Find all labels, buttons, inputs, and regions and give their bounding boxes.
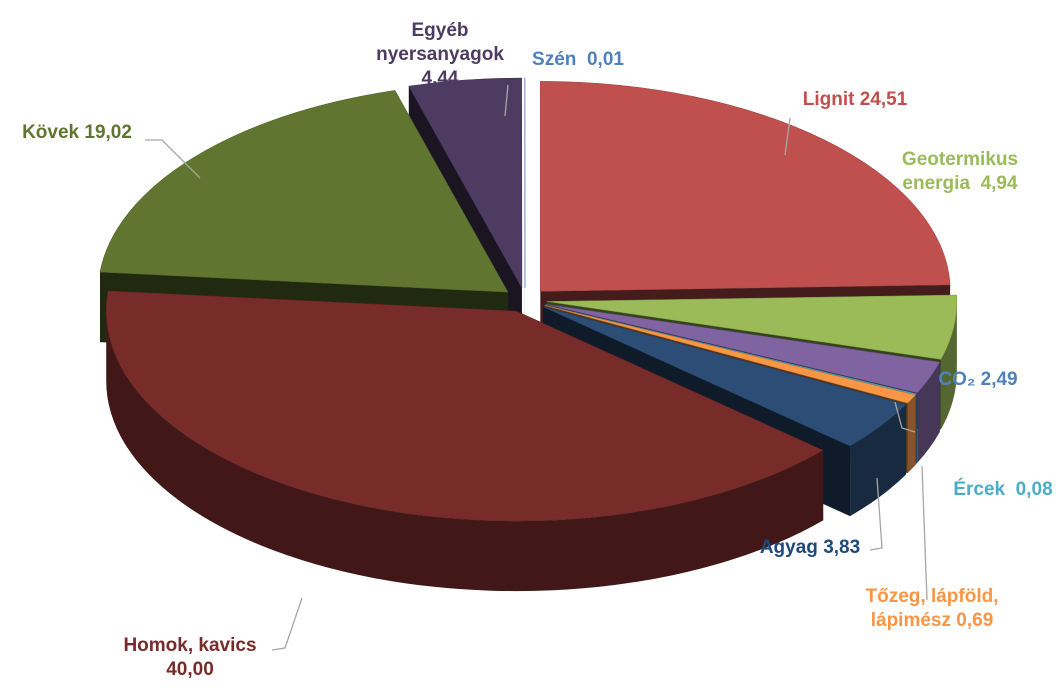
leader-line — [784, 117, 791, 156]
data-label: Kövek 19,02 — [22, 122, 132, 143]
data-label: Ércek 0,08 — [953, 479, 1053, 500]
slice — [545, 303, 941, 394]
slice — [544, 304, 918, 396]
slice — [544, 305, 916, 404]
slice-side — [940, 301, 957, 430]
data-label: Homok, kavics 40,00 — [123, 635, 257, 680]
leader-line — [504, 84, 509, 117]
slice — [106, 290, 824, 522]
data-label: Szén 0,01 — [532, 49, 624, 70]
slice — [540, 81, 951, 292]
data-label: Geotermikus energia 4,94 — [901, 149, 1019, 194]
slice — [99, 90, 509, 293]
leader-line — [921, 465, 928, 601]
slice — [408, 77, 523, 289]
data-label: Egyéb nyersanyagok 4,44 — [376, 20, 504, 89]
slice-side — [907, 395, 916, 474]
leader-line — [894, 401, 916, 433]
slice — [542, 306, 907, 447]
data-label: CO₂ 2,49 — [938, 369, 1018, 390]
data-label: Lignit 24,51 — [802, 89, 908, 110]
slice-side — [917, 362, 940, 463]
leader-line — [145, 139, 201, 179]
pie — [99, 77, 958, 592]
slice-side — [106, 311, 824, 592]
data-label: Agyag 3,83 — [759, 537, 861, 558]
data-label: Tőzeg, lápföld, lápimész 0,69 — [865, 586, 999, 631]
leader-line — [271, 597, 303, 651]
slice — [546, 294, 958, 360]
leader-line — [869, 477, 883, 551]
slice-side — [850, 404, 906, 517]
slice-side — [915, 393, 917, 465]
